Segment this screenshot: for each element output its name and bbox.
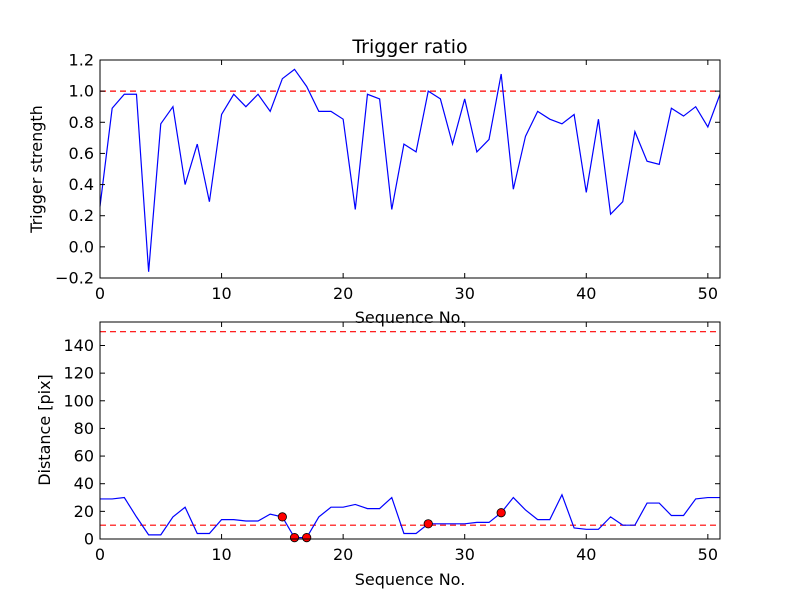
y-tick-label: 100: [63, 391, 94, 410]
x-tick-label: 30: [455, 545, 475, 564]
x-tick-label: 0: [95, 545, 105, 564]
plot2-series: [100, 493, 720, 543]
data-marker-0: [277, 512, 287, 522]
x-tick-label: 40: [576, 545, 596, 564]
y-tick-label: 0.4: [69, 175, 94, 194]
data-marker-1: [289, 533, 300, 543]
plot1-frame: [99, 59, 721, 279]
y-tick-label: 80: [74, 419, 94, 438]
distance-plot: 0 10 20 30 40 50 0 20 40 60 80 100 120 140 Sequence …: [35, 321, 721, 589]
y-tick-label: 1.2: [69, 51, 94, 70]
x-tick-label: 30: [455, 284, 475, 303]
x-tick-label: 10: [211, 545, 231, 564]
y-tick-label: 0.6: [69, 144, 94, 163]
y-tick-label: 20: [74, 502, 94, 521]
x-tick-label: 20: [333, 284, 353, 303]
plot1-title: Trigger ratio: [351, 36, 467, 58]
data-marker-2: [302, 533, 312, 543]
series-line: [100, 493, 720, 539]
x-tick-label: 50: [698, 284, 718, 303]
y-tick-label: 120: [63, 364, 94, 383]
plot1-y-axis-label: Trigger strength: [27, 105, 46, 234]
y-tick-label: 1.0: [69, 82, 94, 101]
plot1-x-axis-label: Sequence No.: [355, 308, 466, 327]
plot2-x-ticks: 0 10 20 30 40 50: [95, 322, 718, 564]
plot1-y-ticks: −0.2 0.0 0.2 0.4 0.6 0.8 1.0 1.2: [55, 51, 720, 288]
x-tick-label: 50: [698, 545, 718, 564]
x-tick-label: 10: [211, 284, 231, 303]
x-tick-label: 20: [333, 545, 353, 564]
x-tick-label: 0: [95, 284, 105, 303]
data-marker-4: [496, 508, 506, 518]
y-tick-label: 0.2: [69, 206, 94, 225]
plot1-series: [99, 68, 721, 272]
x-tick-label: 40: [576, 284, 596, 303]
y-tick-label: 140: [63, 336, 94, 355]
plot2-reference-lines: [100, 331, 720, 526]
y-tick-label: 60: [74, 447, 94, 466]
y-tick-label: −0.2: [55, 269, 94, 288]
y-tick-label: 0.0: [69, 237, 94, 256]
y-tick-label: 0: [84, 530, 94, 549]
plot2-frame: [99, 321, 721, 540]
series-line: [99, 68, 721, 272]
plot1-x-ticks: 0 10 20 30 40 50: [95, 60, 718, 303]
y-tick-label: 40: [74, 474, 94, 493]
y-tick-label: 0.8: [69, 113, 94, 132]
trigger-ratio-plot: Trigger ratio 0 10 20 30 40 50 −0.20.00.20.40…: [27, 36, 721, 327]
plot2-x-axis-label: Sequence No.: [355, 570, 466, 589]
plot2-y-ticks: 0 20 40 60 80 100 120 140: [63, 336, 720, 549]
plot2-y-axis-label: Distance [pix]: [35, 374, 54, 486]
data-marker-3: [423, 519, 433, 529]
